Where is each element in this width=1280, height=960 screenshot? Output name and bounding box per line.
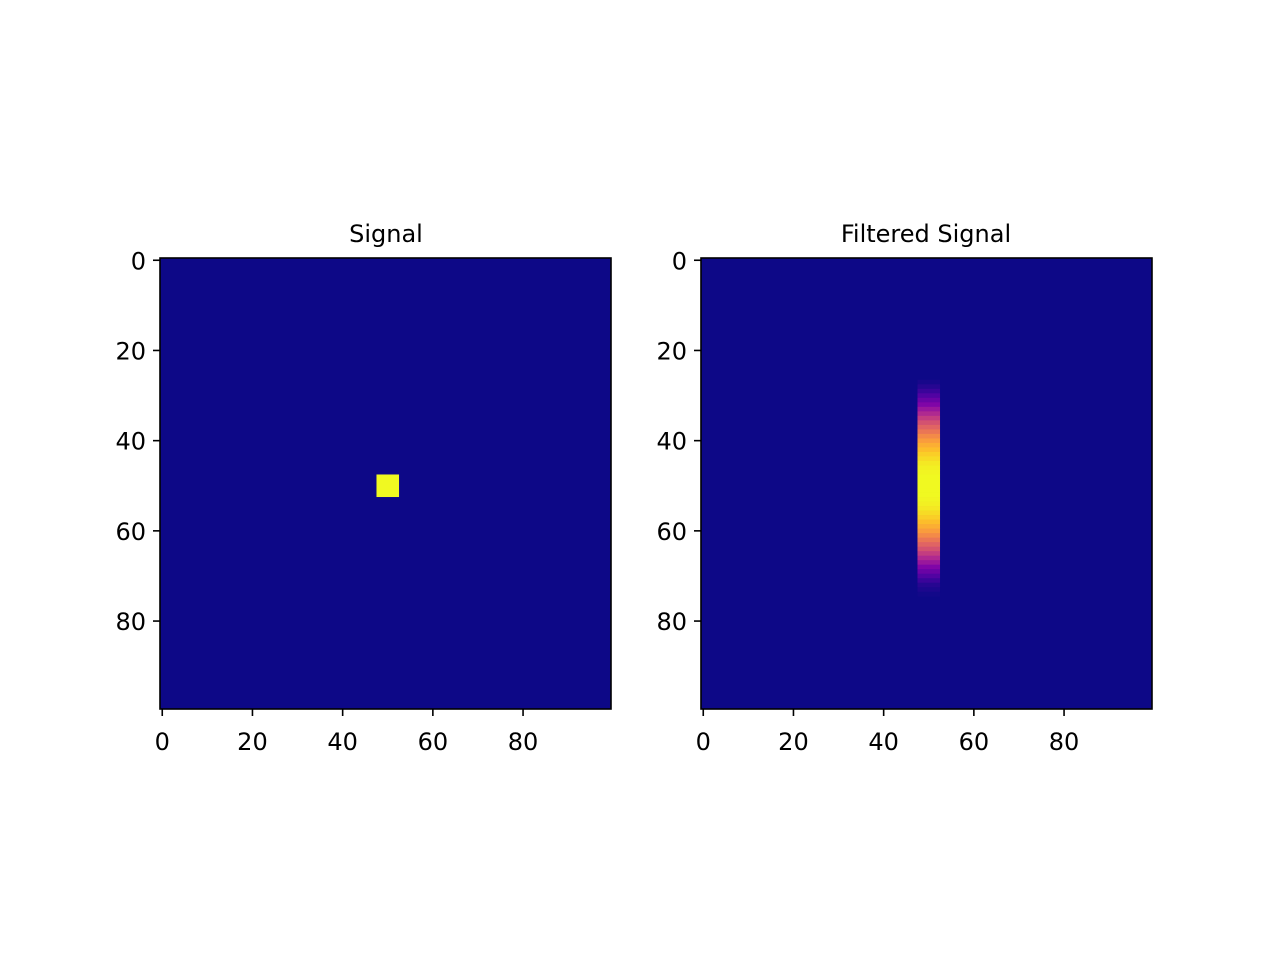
filtered-signal-band-cell: [917, 547, 940, 552]
filtered-signal-band-cell: [917, 502, 940, 507]
filtered-signal-band-cell: [917, 515, 940, 520]
filtered-signal-band-cell: [917, 429, 940, 434]
filtered-signal-band-cell: [917, 434, 940, 439]
filtered-signal-band-cell: [917, 542, 940, 547]
filtered-signal-band-cell: [917, 465, 940, 470]
signal-ytick-label: 40: [115, 428, 146, 456]
filtered-signal-band-cell: [917, 592, 940, 597]
signal-xtick-label: 0: [155, 728, 170, 756]
filtered-signal-band-cell: [917, 438, 940, 443]
filtered-signal-panel: Filtered Signal 0 20 40 60 80 0 20 40 60 80: [656, 220, 1152, 756]
filtered-signal-ytick-label: 40: [656, 428, 687, 456]
filtered-signal-band-cell: [917, 520, 940, 525]
filtered-signal-band-cell: [917, 506, 940, 511]
filtered-signal-image: [701, 258, 1152, 709]
signal-ytick-label: 60: [115, 518, 146, 546]
signal-ytick-label: 80: [115, 608, 146, 636]
signal-title: Signal: [349, 220, 423, 248]
filtered-signal-band-cell: [917, 452, 940, 457]
filtered-signal-band-cell: [917, 380, 940, 385]
filtered-signal-ytick-label: 60: [656, 518, 687, 546]
filtered-signal-band-cell: [917, 484, 940, 489]
filtered-signal-ytick-label: 0: [672, 247, 687, 275]
filtered-signal-band-cell: [917, 461, 940, 466]
filtered-signal-band-cell: [917, 398, 940, 403]
filtered-signal-band-cell: [917, 470, 940, 475]
filtered-signal-xtick-label: 60: [959, 728, 990, 756]
filtered-signal-band-cell: [917, 551, 940, 556]
filtered-signal-band-cell: [917, 479, 940, 484]
filtered-signal-band-cell: [917, 511, 940, 516]
signal-xtick-label: 40: [327, 728, 358, 756]
filtered-signal-band-cell: [917, 425, 940, 430]
filtered-signal-band-cell: [917, 583, 940, 588]
filtered-signal-band-cell: [917, 443, 940, 448]
filtered-signal-band-cell: [917, 420, 940, 425]
filtered-signal-band-cell: [917, 556, 940, 561]
filtered-signal-band-cell: [917, 389, 940, 394]
filtered-signal-band-cell: [917, 493, 940, 498]
filtered-signal-ytick-label: 80: [656, 608, 687, 636]
filtered-signal-band-cell: [917, 411, 940, 416]
filtered-signal-xtick-label: 20: [778, 728, 809, 756]
filtered-signal-band-cell: [917, 416, 940, 421]
filtered-signal-ytick-label: 20: [656, 337, 687, 365]
filtered-signal-band-cell: [917, 447, 940, 452]
filtered-signal-band-cell: [917, 474, 940, 479]
filtered-signal-band-cell: [917, 402, 940, 407]
filtered-signal-band-cell: [917, 560, 940, 565]
filtered-signal-band-cell: [917, 497, 940, 502]
signal-image: [160, 258, 611, 709]
signal-xtick-label: 80: [508, 728, 539, 756]
signal-ytick-label: 0: [131, 247, 146, 275]
filtered-signal-band-cell: [917, 587, 940, 592]
filtered-signal-band-cell: [917, 407, 940, 412]
signal-xtick-label: 60: [418, 728, 449, 756]
signal-panel: Signal 0 20 40 60 80 0 20 40 60 80: [115, 220, 611, 756]
filtered-signal-band-cell: [917, 384, 940, 389]
filtered-signal-band-cell: [917, 578, 940, 583]
signal-xtick-label: 20: [237, 728, 268, 756]
filtered-signal-title: Filtered Signal: [841, 220, 1011, 248]
filtered-signal-xtick-label: 80: [1049, 728, 1080, 756]
signal-ytick-label: 20: [115, 337, 146, 365]
filtered-signal-band-cell: [917, 565, 940, 570]
filtered-signal-band-cell: [917, 529, 940, 534]
filtered-signal-band-cell: [917, 533, 940, 538]
filtered-signal-band-cell: [917, 569, 940, 574]
filtered-signal-band-cell: [917, 488, 940, 493]
filtered-signal-band-cell: [917, 524, 940, 529]
filtered-signal-band-cell: [917, 574, 940, 579]
filtered-signal-band-cell: [917, 538, 940, 543]
filtered-signal-xtick-label: 0: [696, 728, 711, 756]
filtered-signal-band-cell: [917, 456, 940, 461]
signal-region-0: [376, 474, 399, 497]
filtered-signal-band-cell: [917, 393, 940, 398]
filtered-signal-xtick-label: 40: [868, 728, 899, 756]
